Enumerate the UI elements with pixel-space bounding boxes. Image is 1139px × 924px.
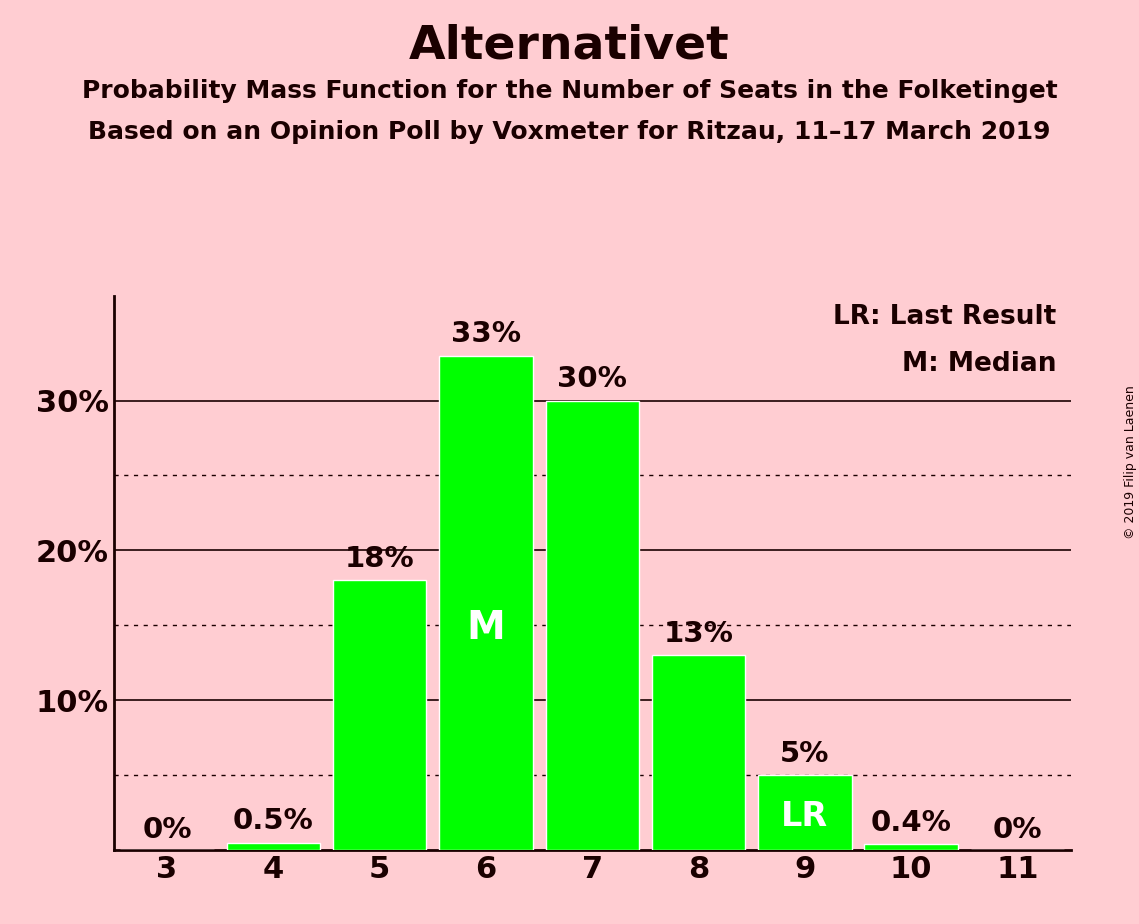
Text: 5%: 5% xyxy=(780,740,829,768)
Bar xyxy=(333,580,426,850)
Text: 0.5%: 0.5% xyxy=(233,807,313,835)
Text: 33%: 33% xyxy=(451,320,521,348)
Text: 30%: 30% xyxy=(557,365,628,393)
Text: 0%: 0% xyxy=(142,816,191,845)
Text: LR: LR xyxy=(781,800,828,833)
Bar xyxy=(652,655,745,850)
Text: 13%: 13% xyxy=(664,620,734,648)
Bar xyxy=(865,845,958,850)
Text: M: M xyxy=(467,609,506,647)
Text: LR: Last Result: LR: Last Result xyxy=(833,304,1056,330)
Text: 0%: 0% xyxy=(993,816,1042,845)
Text: Based on an Opinion Poll by Voxmeter for Ritzau, 11–17 March 2019: Based on an Opinion Poll by Voxmeter for… xyxy=(88,120,1051,144)
Bar xyxy=(227,843,320,850)
Text: Alternativet: Alternativet xyxy=(409,23,730,68)
Text: 18%: 18% xyxy=(345,545,415,573)
Text: © 2019 Filip van Laenen: © 2019 Filip van Laenen xyxy=(1124,385,1137,539)
Bar xyxy=(546,401,639,850)
Bar xyxy=(440,356,533,850)
Text: 0.4%: 0.4% xyxy=(870,808,952,836)
Text: Probability Mass Function for the Number of Seats in the Folketinget: Probability Mass Function for the Number… xyxy=(82,79,1057,103)
Text: M: Median: M: Median xyxy=(902,351,1056,377)
Bar xyxy=(759,775,852,850)
